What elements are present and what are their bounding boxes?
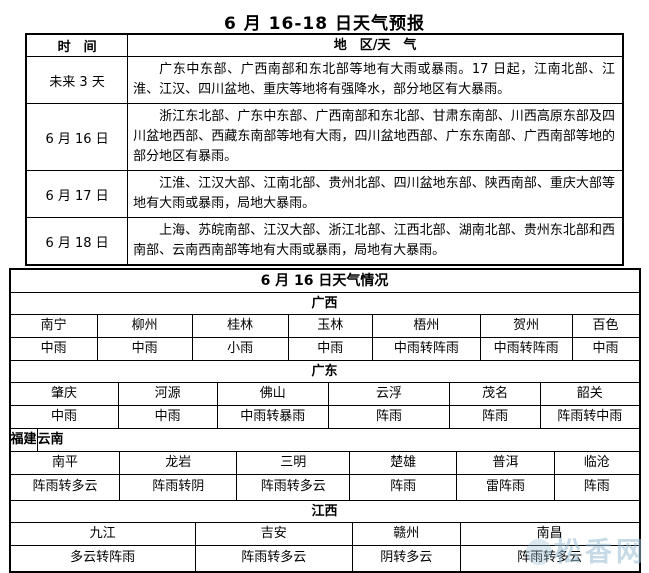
city-cell: 楚雄 xyxy=(350,452,457,474)
city-cell: 吉安 xyxy=(196,523,353,545)
city-cell: 南宁 xyxy=(11,315,98,337)
weather-row: 中雨 中雨 中雨转暴雨 阵雨 阵雨 阵雨转中雨 xyxy=(10,405,639,428)
table-row: 6 月 17 日 江淮、江汉大部、江南北部、贵州北部、四川盆地东部、陕西南部、重… xyxy=(27,170,622,217)
section-header-guangxi: 广西 xyxy=(10,292,639,314)
weather-cell: 阴转多云 xyxy=(353,546,461,571)
city-cell: 柳州 xyxy=(98,315,193,337)
city-cell: 九江 xyxy=(11,523,196,545)
weather-cell: 中雨 xyxy=(119,406,218,428)
weather-cell: 雷阵雨 xyxy=(457,475,555,500)
forecast-header-row: 时 间 地 区/天 气 xyxy=(27,35,622,56)
city-cell: 茂名 xyxy=(450,383,542,405)
section-header-yunnan: 云南 xyxy=(37,432,64,447)
city-cell: 普洱 xyxy=(457,452,555,474)
city-cell: 南昌 xyxy=(536,526,563,541)
city-cell: 梧州 xyxy=(373,315,481,337)
weather-cell: 多云转阵雨 xyxy=(11,546,196,571)
city-row: 南平 龙岩 三明 楚雄 普洱 临沧 xyxy=(10,451,639,474)
section-header-jiangxi: 江西 xyxy=(10,500,639,522)
weather-cell: 阵雨 xyxy=(329,406,451,428)
weather-cell: 阵雨 xyxy=(350,475,457,500)
city-row: 九江 吉安 赣州 南昌 xyxy=(10,522,639,545)
forecast-time: 6 月 18 日 xyxy=(27,218,129,264)
weather-cell: 阵雨转多云 xyxy=(517,550,583,565)
weather-cell: 中雨转暴雨 xyxy=(218,406,329,428)
weather-cell: 阵雨 xyxy=(583,479,610,494)
table-row: 6 月 16 日 浙江东北部、广东中东部、广西南部和东北部、甘肃东南部、川西高原… xyxy=(27,103,622,170)
city-cell: 南平 xyxy=(11,452,121,474)
forecast-time: 6 月 17 日 xyxy=(27,171,129,217)
city-cell: 韶关 xyxy=(576,386,603,401)
weather-row: 中雨 中雨 小雨 中雨 中雨转阵雨 中雨转阵雨 中雨 xyxy=(10,337,639,360)
city-row: 肇庆 河源 佛山 云浮 茂名 韶关 xyxy=(10,382,639,405)
section-header-fujian: 福建 xyxy=(11,429,38,451)
forecast-table: 时 间 地 区/天 气 未来 3 天 广东中东部、广西南部和东北部等地有大雨或暴… xyxy=(25,33,624,266)
weather-cell: 阵雨转多云 xyxy=(237,475,351,500)
weather-cell: 中雨转阵雨 xyxy=(481,338,573,360)
section-header-fujian-yunnan: 福建 云南 xyxy=(10,428,639,451)
forecast-desc: 上海、苏皖南部、江汉大部、浙江北部、江西北部、湖南北部、贵州东北部和西南部、云南… xyxy=(133,223,615,258)
weather-cell: 小雨 xyxy=(193,338,289,360)
city-cell: 玉林 xyxy=(289,315,373,337)
page-title: 6 月 16-18 日天气预报 xyxy=(224,14,425,34)
weather-row: 多云转阵雨 阵雨转多云 阴转多云 阵雨转多云 xyxy=(10,545,639,571)
city-cell: 肇庆 xyxy=(11,383,119,405)
city-cell: 龙岩 xyxy=(120,452,238,474)
weather-row: 阵雨转多云 阵雨转阴 阵雨转多云 阵雨 雷阵雨 阵雨 xyxy=(10,474,639,500)
table-row: 6 月 18 日 上海、苏皖南部、江汉大部、浙江北部、江西北部、湖南北部、贵州东… xyxy=(27,217,622,264)
forecast-header-region: 地 区/天 气 xyxy=(333,38,417,53)
weather-cell: 中雨 xyxy=(11,406,119,428)
city-cell: 赣州 xyxy=(353,523,461,545)
weather-cell: 阵雨转中雨 xyxy=(557,409,623,424)
conditions-table: 6 月 16 日天气情况 广西 南宁 柳州 桂林 玉林 梧州 贺州 百色 中雨 … xyxy=(8,268,641,573)
section-header-guangdong: 广东 xyxy=(10,360,639,382)
city-cell: 临沧 xyxy=(583,455,610,470)
weather-cell: 阵雨转多云 xyxy=(11,475,121,500)
weather-cell: 中雨 xyxy=(289,338,373,360)
weather-cell: 中雨 xyxy=(11,338,98,360)
table-row: 未来 3 天 广东中东部、广西南部和东北部等地有大雨或暴雨。17 日起，江南北部… xyxy=(27,56,622,103)
weather-cell: 阵雨转多云 xyxy=(196,546,353,571)
forecast-desc: 广东中东部、广西南部和东北部等地有大雨或暴雨。17 日起，江南北部、江淮、江汉、… xyxy=(133,62,615,97)
forecast-desc: 浙江东北部、广东中东部、广西南部和东北部、甘肃东南部、川西高原东部及四川盆地西部… xyxy=(133,109,615,164)
forecast-time: 未来 3 天 xyxy=(27,57,129,103)
forecast-header-time: 时 间 xyxy=(27,35,129,56)
weather-cell: 中雨转阵雨 xyxy=(373,338,481,360)
city-cell: 云浮 xyxy=(329,383,451,405)
city-cell: 百色 xyxy=(592,318,619,333)
city-cell: 桂林 xyxy=(193,315,289,337)
city-cell: 河源 xyxy=(119,383,218,405)
conditions-title: 6 月 16 日天气情况 xyxy=(260,273,389,289)
city-cell: 贺州 xyxy=(481,315,573,337)
forecast-time: 6 月 16 日 xyxy=(27,104,129,170)
weather-cell: 阵雨转阴 xyxy=(120,475,238,500)
weather-cell: 阵雨 xyxy=(450,406,542,428)
city-cell: 三明 xyxy=(237,452,351,474)
city-row: 南宁 柳州 桂林 玉林 梧州 贺州 百色 xyxy=(10,314,639,337)
forecast-desc: 江淮、江汉大部、江南北部、贵州北部、四川盆地东部、陕西南部、重庆大部等地有大雨或… xyxy=(133,176,615,211)
weather-cell: 中雨 xyxy=(592,341,619,356)
weather-cell: 中雨 xyxy=(98,338,193,360)
city-cell: 佛山 xyxy=(218,383,329,405)
